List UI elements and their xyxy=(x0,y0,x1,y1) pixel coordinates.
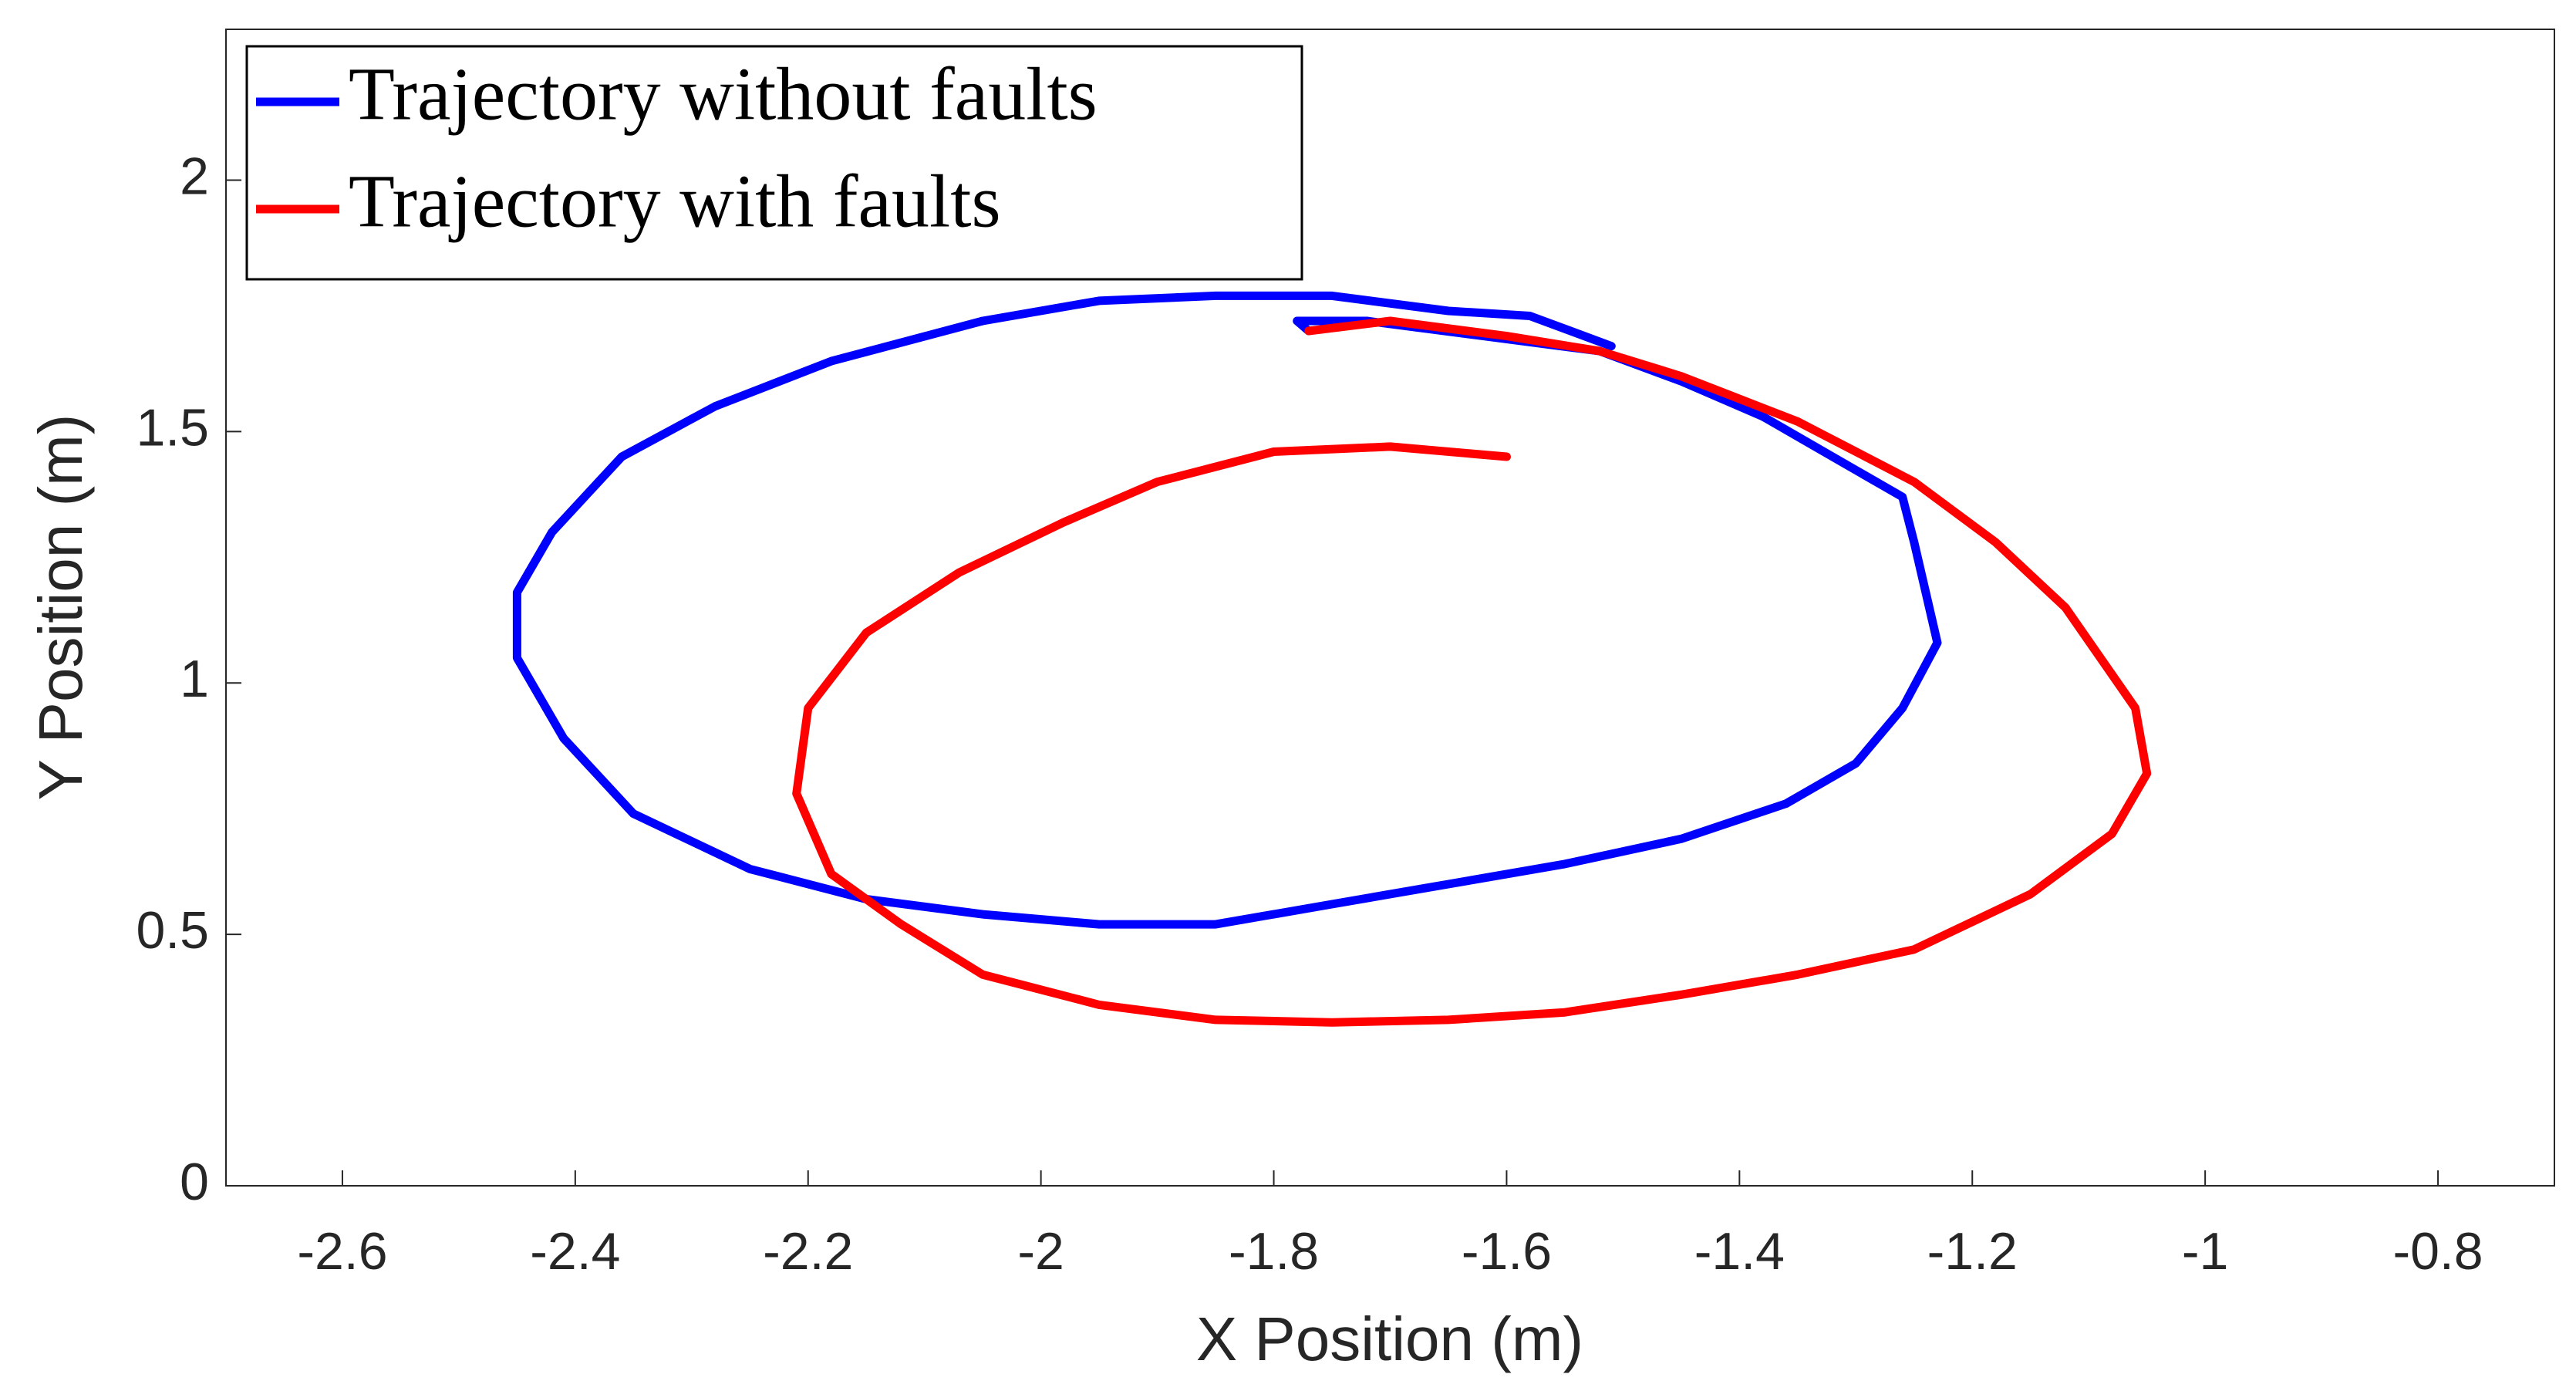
y-tick-label: 1.5 xyxy=(136,398,209,457)
x-tick-label: -1.2 xyxy=(1927,1222,2018,1281)
x-tick-label: -1.4 xyxy=(1694,1222,1785,1281)
x-tick-label: -2 xyxy=(1017,1222,1064,1281)
y-tick-label: 0 xyxy=(180,1153,209,1211)
legend-label: Trajectory with faults xyxy=(349,160,1001,243)
x-tick-label: -2.2 xyxy=(763,1222,853,1281)
x-tick-label: -1.6 xyxy=(1462,1222,1552,1281)
y-axis-label: Y Position (m) xyxy=(26,414,95,801)
x-tick-label: -0.8 xyxy=(2392,1222,2483,1281)
legend-box xyxy=(245,45,1303,281)
legend-label: Trajectory without faults xyxy=(349,52,1097,136)
x-tick-label: -1 xyxy=(2182,1222,2228,1281)
x-tick-label: -2.4 xyxy=(530,1222,620,1281)
y-tick-label: 1 xyxy=(180,650,209,708)
trajectory-line xyxy=(512,291,1942,929)
x-tick-label: -2.6 xyxy=(297,1222,387,1281)
plot-frame xyxy=(225,29,2555,1187)
y-tick-label: 2 xyxy=(180,147,209,205)
x-axis-label: X Position (m) xyxy=(1196,1305,1583,1373)
trajectory-line xyxy=(792,316,2152,1027)
x-tick-label: -1.8 xyxy=(1229,1222,1319,1281)
y-tick-label: 0.5 xyxy=(136,901,209,960)
